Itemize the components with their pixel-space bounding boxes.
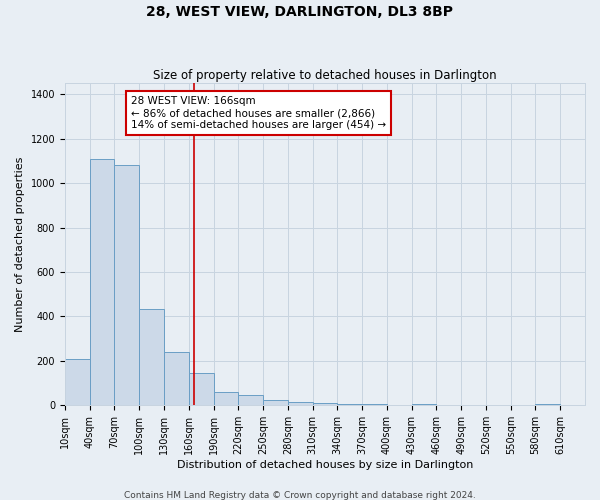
Bar [362, 404, 387, 406]
Bar [89, 158, 115, 406]
Bar [313, 403, 337, 406]
Bar [115, 166, 139, 406]
Bar [65, 358, 89, 406]
Bar [288, 402, 313, 406]
Bar [164, 352, 189, 406]
Title: Size of property relative to detached houses in Darlington: Size of property relative to detached ho… [153, 69, 497, 82]
Bar [214, 392, 238, 406]
Bar [337, 404, 362, 406]
Bar [263, 400, 288, 406]
Bar [412, 404, 436, 406]
Text: 28, WEST VIEW, DARLINGTON, DL3 8BP: 28, WEST VIEW, DARLINGTON, DL3 8BP [146, 5, 454, 19]
Text: Contains HM Land Registry data © Crown copyright and database right 2024.: Contains HM Land Registry data © Crown c… [124, 490, 476, 500]
Bar [139, 308, 164, 406]
Bar [238, 395, 263, 406]
Bar [189, 373, 214, 406]
X-axis label: Distribution of detached houses by size in Darlington: Distribution of detached houses by size … [177, 460, 473, 470]
Text: 28 WEST VIEW: 166sqm
← 86% of detached houses are smaller (2,866)
14% of semi-de: 28 WEST VIEW: 166sqm ← 86% of detached h… [131, 96, 386, 130]
Y-axis label: Number of detached properties: Number of detached properties [15, 156, 25, 332]
Bar [535, 404, 560, 406]
